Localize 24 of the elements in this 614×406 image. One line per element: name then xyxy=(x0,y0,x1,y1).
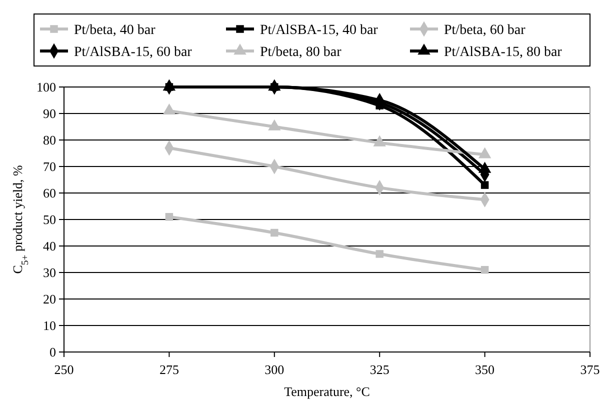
y-tick-label: 70 xyxy=(43,159,56,174)
legend-label: Pt/AlSBA-15, 60 bar xyxy=(74,44,192,60)
x-tick-label: 275 xyxy=(159,362,179,377)
y-tick-label: 20 xyxy=(43,292,56,307)
legend-label: Pt/beta, 80 bar xyxy=(260,44,342,60)
x-tick-label: 350 xyxy=(475,362,495,377)
y-tick-label: 10 xyxy=(43,318,56,334)
y-tick-label: 100 xyxy=(36,80,56,95)
x-tick-label: 250 xyxy=(54,362,74,377)
x-tick-label: 325 xyxy=(370,362,390,377)
y-tick-label: 60 xyxy=(43,186,56,201)
legend-label: Pt/AlSBA-15, 40 bar xyxy=(260,22,378,38)
y-tick-label: 90 xyxy=(43,106,56,122)
legend-label: Pt/beta, 40 bar xyxy=(74,22,156,38)
y-tick-label: 50 xyxy=(43,212,56,228)
y-tick-label: 80 xyxy=(43,132,56,148)
legend-label: Pt/beta, 60 bar xyxy=(444,22,526,38)
x-tick-label: 300 xyxy=(264,362,284,377)
y-tick-label: 40 xyxy=(43,238,56,254)
legend-label: Pt/AlSBA-15, 80 bar xyxy=(444,44,562,60)
y-tick-label: 0 xyxy=(50,344,56,360)
x-tick-label: 375 xyxy=(580,362,600,377)
x-axis-title: Temperature, °C xyxy=(284,384,370,399)
y-tick-label: 30 xyxy=(43,265,56,280)
